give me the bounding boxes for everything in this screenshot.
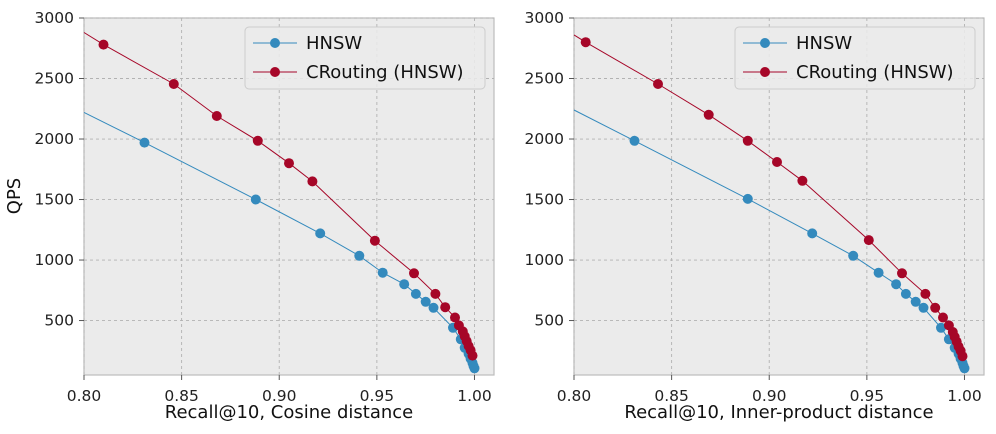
data-point-hnsw bbox=[354, 250, 365, 261]
data-point-crouting-hnsw bbox=[307, 176, 318, 187]
y-tick-label: 2000 bbox=[35, 130, 74, 148]
data-point-crouting-hnsw bbox=[369, 235, 380, 246]
data-point-crouting-hnsw bbox=[168, 79, 179, 89]
y-tick-label: 500 bbox=[534, 312, 564, 330]
data-point-crouting-hnsw bbox=[703, 109, 714, 120]
data-point-hnsw bbox=[315, 228, 326, 239]
data-point-hnsw bbox=[959, 363, 970, 374]
data-point-hnsw bbox=[918, 302, 929, 313]
data-point-hnsw bbox=[139, 137, 150, 148]
data-point-crouting-hnsw bbox=[430, 288, 441, 299]
y-tick-label: 3000 bbox=[525, 9, 564, 27]
data-point-crouting-hnsw bbox=[863, 235, 874, 246]
data-point-hnsw bbox=[410, 288, 421, 299]
data-point-crouting-hnsw bbox=[284, 158, 294, 169]
legend-marker-crouting bbox=[760, 67, 770, 77]
data-point-crouting-hnsw bbox=[409, 268, 419, 279]
x-tick-label: 0.95 bbox=[360, 387, 395, 405]
data-point-hnsw bbox=[399, 279, 410, 290]
data-point-crouting-hnsw bbox=[440, 302, 451, 313]
data-point-crouting-hnsw bbox=[797, 175, 808, 186]
legend-marker-hnsw bbox=[760, 38, 770, 48]
data-point-hnsw bbox=[428, 302, 439, 313]
data-point-crouting-hnsw bbox=[467, 350, 478, 361]
legend: HNSW CRouting (HNSW) bbox=[244, 26, 486, 90]
legend-frame bbox=[734, 26, 976, 90]
x-tick-label: 0.80 bbox=[67, 387, 102, 405]
data-point-crouting-hnsw bbox=[920, 288, 931, 299]
data-point-crouting-hnsw bbox=[742, 135, 753, 146]
x-tick-label: 0.90 bbox=[752, 387, 787, 405]
data-point-crouting-hnsw bbox=[957, 351, 968, 362]
legend-marker-crouting bbox=[270, 67, 280, 77]
legend-marker-hnsw bbox=[270, 38, 280, 48]
x-tick-label: 1.00 bbox=[947, 387, 982, 405]
data-point-hnsw bbox=[250, 194, 261, 205]
legend-label-crouting: CRouting (HNSW) bbox=[306, 62, 464, 83]
data-point-hnsw bbox=[936, 322, 946, 333]
y-tick-label: 500 bbox=[44, 312, 74, 330]
x-axis-label: Recall@10, Cosine distance bbox=[165, 402, 413, 423]
y-tick-label: 1000 bbox=[525, 251, 564, 269]
chart-inner-product: 0.80 0.85 0.90 0.95 1.00 500 1000 1500 2000 2500 3… bbox=[525, 9, 985, 423]
data-point-hnsw bbox=[873, 267, 884, 278]
y-tick-label: 1500 bbox=[525, 191, 564, 209]
data-point-crouting-hnsw bbox=[653, 79, 663, 89]
data-point-hnsw bbox=[848, 250, 859, 261]
data-point-hnsw bbox=[900, 288, 911, 299]
x-tick-label: 0.95 bbox=[850, 387, 885, 405]
data-point-hnsw bbox=[910, 296, 921, 307]
legend: HNSW CRouting (HNSW) bbox=[734, 26, 976, 90]
chart-cosine: 0.80 0.85 0.90 0.95 1.00 500 1000 1500 2000 2500 3… bbox=[4, 9, 495, 423]
legend-label-crouting: CRouting (HNSW) bbox=[796, 62, 954, 83]
data-point-crouting-hnsw bbox=[897, 268, 907, 279]
x-tick-label: 1.00 bbox=[457, 387, 492, 405]
data-point-hnsw bbox=[420, 296, 431, 307]
data-point-crouting-hnsw bbox=[252, 135, 263, 146]
y-tick-label: 1500 bbox=[35, 191, 74, 209]
data-point-crouting-hnsw bbox=[450, 312, 460, 323]
data-point-hnsw bbox=[742, 193, 753, 204]
x-tick-label: 0.80 bbox=[557, 387, 592, 405]
y-tick-label: 1000 bbox=[35, 251, 74, 269]
x-tick-label: 0.90 bbox=[262, 387, 297, 405]
data-point-crouting-hnsw bbox=[772, 157, 782, 167]
data-point-hnsw bbox=[377, 267, 388, 278]
data-point-hnsw bbox=[891, 279, 902, 290]
data-point-crouting-hnsw bbox=[98, 39, 109, 50]
legend-frame bbox=[244, 26, 486, 90]
legend-label-hnsw: HNSW bbox=[306, 33, 362, 54]
data-point-hnsw bbox=[469, 363, 480, 374]
legend-label-hnsw: HNSW bbox=[796, 33, 852, 54]
data-point-crouting-hnsw bbox=[211, 111, 222, 121]
x-tick-label: 0.85 bbox=[164, 387, 199, 405]
data-point-hnsw bbox=[629, 135, 640, 146]
x-axis-label: Recall@10, Inner-product distance bbox=[624, 402, 933, 423]
data-point-crouting-hnsw bbox=[938, 312, 948, 323]
data-point-crouting-hnsw bbox=[930, 302, 941, 313]
y-tick-label: 2500 bbox=[525, 70, 564, 88]
y-tick-label: 2500 bbox=[35, 70, 74, 88]
x-tick-label: 0.85 bbox=[654, 387, 689, 405]
y-tick-label: 3000 bbox=[35, 9, 74, 27]
data-point-crouting-hnsw bbox=[580, 37, 591, 48]
y-axis-label: QPS bbox=[4, 178, 25, 214]
y-tick-label: 2000 bbox=[525, 130, 564, 148]
data-point-hnsw bbox=[807, 228, 818, 239]
